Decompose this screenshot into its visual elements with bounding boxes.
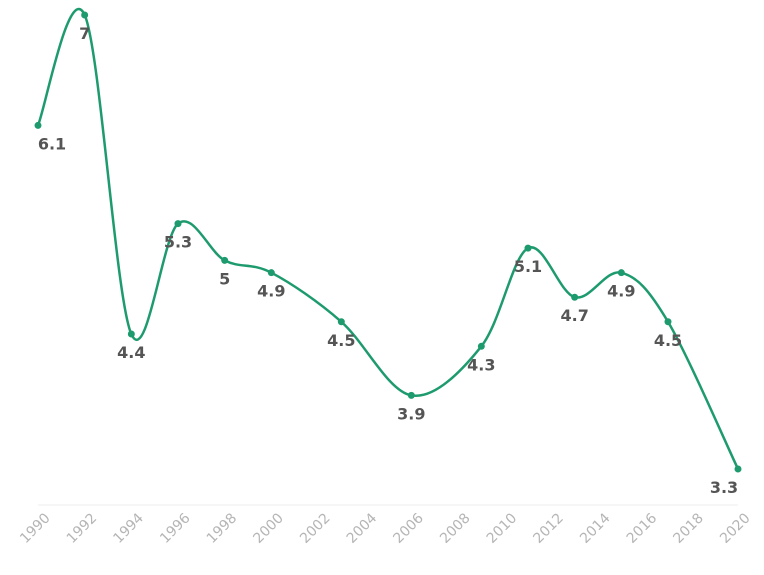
data-label: 4.9 [257,282,285,301]
data-label: 7 [79,24,90,43]
x-tick-label: 2004 [344,510,381,547]
x-tick-label: 1990 [17,510,54,547]
data-label: 5 [219,269,230,288]
data-point [221,256,229,264]
data-point [734,465,742,473]
x-tick-label: 2014 [577,510,614,547]
x-tick-label-layer: 1990 1992 1994 1996 1998 2000 2002 2004 2006 2008… [17,510,754,547]
data-point [571,293,579,301]
x-tick-label: 2018 [670,510,707,547]
series-line-layer [36,7,740,470]
x-tick-label: 2008 [437,510,474,547]
data-point [664,318,672,326]
data-point [81,11,89,19]
data-point-layer [34,11,742,473]
x-tick-label: 1994 [110,510,147,547]
data-label: 3.9 [397,404,425,423]
series-line [36,7,740,470]
x-tick-label: 2006 [390,510,427,547]
data-label: 3.3 [710,478,738,497]
data-point [127,330,135,338]
data-point [34,121,42,129]
data-label: 4.7 [560,306,588,325]
data-point [337,318,345,326]
x-tick-label: 2002 [297,510,334,547]
data-label-layer: 6.1 7 4.4 5.3 5 4.9 4.5 3.9 4.3 5.1 4.7 4.9 4.5 3.3 [38,24,738,497]
data-label: 4.4 [117,343,145,362]
data-point [407,391,415,399]
data-point [174,220,182,228]
x-tick-label: 1998 [204,510,241,547]
data-label: 4.3 [467,355,495,374]
data-label: 5.3 [164,233,192,252]
data-point [617,269,625,277]
x-tick-label: 2010 [484,510,521,547]
data-label: 4.9 [607,282,635,301]
x-tick-label: 2016 [624,510,661,547]
data-point [524,244,532,252]
x-tick-label: 2020 [717,510,754,547]
data-label: 4.5 [327,331,355,350]
data-label: 5.1 [514,257,542,276]
data-label: 4.5 [654,331,682,350]
data-label: 6.1 [38,134,66,153]
x-tick-label: 1996 [157,510,194,547]
x-tick-label: 1992 [64,510,101,547]
data-point [477,342,485,350]
x-tick-label: 2012 [530,510,567,547]
data-point [267,269,275,277]
x-tick-label: 2000 [250,510,287,547]
